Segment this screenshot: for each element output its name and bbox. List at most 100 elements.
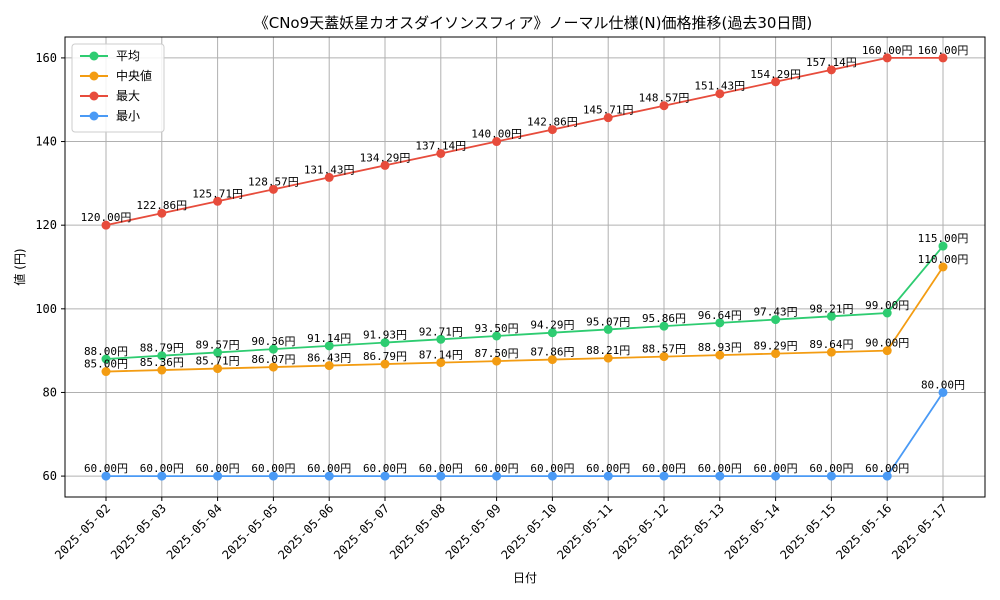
data-point — [492, 356, 502, 366]
data-label: 157.14円 — [806, 56, 857, 69]
data-point — [436, 334, 446, 344]
legend-entry-label: 平均 — [116, 49, 140, 63]
grid — [65, 37, 985, 497]
data-point — [324, 172, 334, 182]
data-point — [659, 101, 669, 111]
data-label: 80.00円 — [921, 378, 965, 391]
data-point — [436, 471, 446, 481]
legend-entry-label: 最小 — [116, 109, 140, 123]
data-point — [882, 308, 892, 318]
legend-swatch-marker — [89, 111, 99, 121]
data-point — [101, 220, 111, 230]
data-point — [603, 353, 613, 363]
data-label: 142.86円 — [527, 116, 578, 129]
data-point — [771, 349, 781, 359]
data-label: 122.86円 — [136, 199, 187, 212]
data-label: 60.00円 — [586, 462, 630, 475]
data-point — [268, 184, 278, 194]
data-point — [380, 359, 390, 369]
data-label: 99.00円 — [865, 299, 909, 312]
data-label: 98.21円 — [809, 302, 853, 315]
data-label: 95.86円 — [642, 312, 686, 325]
data-label: 95.07円 — [586, 315, 630, 328]
data-label: 90.36円 — [251, 335, 295, 348]
data-label: 148.57円 — [639, 92, 690, 105]
data-label: 134.29円 — [360, 151, 411, 164]
data-label: 88.93円 — [698, 341, 742, 354]
data-label: 85.36円 — [140, 356, 184, 369]
data-point — [603, 113, 613, 123]
data-point — [603, 324, 613, 334]
data-label: 86.79円 — [363, 350, 407, 363]
data-label: 154.29円 — [750, 68, 801, 81]
data-point — [659, 321, 669, 331]
y-tick-label: 60 — [43, 469, 57, 483]
data-point — [826, 471, 836, 481]
data-point — [547, 355, 557, 365]
data-label: 160.00円 — [918, 44, 969, 57]
data-point — [715, 89, 725, 99]
data-label: 88.00円 — [84, 345, 128, 358]
data-point — [771, 77, 781, 87]
data-label: 94.29円 — [530, 319, 574, 332]
data-point — [938, 262, 948, 272]
data-point — [938, 387, 948, 397]
y-tick-label: 140 — [35, 135, 57, 149]
y-tick-label: 160 — [35, 51, 57, 65]
data-label: 60.00円 — [84, 462, 128, 475]
data-label: 85.71円 — [196, 355, 240, 368]
plot-area-frame — [64, 36, 986, 498]
data-label: 85.00円 — [84, 358, 128, 371]
y-tick-label: 100 — [35, 302, 57, 316]
data-label: 137.14円 — [415, 140, 466, 153]
data-label: 60.00円 — [419, 462, 463, 475]
data-label: 60.00円 — [140, 462, 184, 475]
data-label: 97.43円 — [754, 306, 798, 319]
data-label: 125.71円 — [192, 187, 243, 200]
data-point — [938, 241, 948, 251]
data-point — [547, 328, 557, 338]
data-label: 92.71円 — [419, 325, 463, 338]
data-label: 60.00円 — [363, 462, 407, 475]
data-label: 60.00円 — [530, 462, 574, 475]
legend-swatch-marker — [89, 71, 99, 81]
series-lines — [101, 53, 948, 481]
y-tick-label: 120 — [35, 218, 57, 232]
data-label: 60.00円 — [809, 462, 853, 475]
data-label: 89.64円 — [809, 338, 853, 351]
y-axis-label: 値 (円) — [12, 248, 27, 285]
series-line — [105, 57, 943, 227]
data-label: 88.57円 — [642, 343, 686, 356]
data-label: 90.00円 — [865, 337, 909, 350]
data-point — [213, 364, 223, 374]
data-point — [157, 208, 167, 218]
data-point — [826, 347, 836, 357]
series-line — [105, 266, 944, 373]
data-label: 88.21円 — [586, 344, 630, 357]
legend-swatch-marker — [89, 91, 99, 101]
data-point — [101, 354, 111, 364]
data-point — [157, 351, 167, 361]
data-label: 86.43円 — [307, 352, 351, 365]
data-point — [101, 367, 111, 377]
data-point — [882, 53, 892, 63]
data-label: 115.00円 — [918, 232, 969, 245]
data-label: 93.50円 — [475, 322, 519, 335]
data-point — [659, 352, 669, 362]
data-label: 128.57円 — [248, 175, 299, 188]
data-point — [826, 65, 836, 75]
data-point — [938, 53, 948, 63]
data-point — [882, 346, 892, 356]
data-label: 60.00円 — [196, 462, 240, 475]
data-label: 96.64円 — [698, 309, 742, 322]
legend-entry-label: 中央値 — [116, 68, 152, 83]
series-line — [105, 245, 944, 360]
data-label: 60.00円 — [698, 462, 742, 475]
data-label: 91.14円 — [307, 332, 351, 345]
data-label: 86.07円 — [251, 353, 295, 366]
data-labels: 88.00円 88.79円 89.57円 90.36円 91.14円 91.93円 92.7… — [81, 44, 969, 475]
legend-entry-label: 最大 — [116, 89, 140, 103]
